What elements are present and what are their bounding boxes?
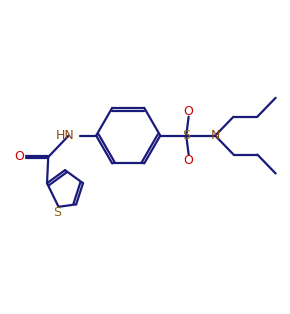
Text: S: S <box>53 206 61 219</box>
Text: S: S <box>182 129 190 142</box>
Text: N: N <box>211 129 220 142</box>
Text: O: O <box>184 105 194 118</box>
Text: O: O <box>184 154 194 166</box>
Text: HN: HN <box>55 129 74 142</box>
Text: O: O <box>14 150 24 164</box>
